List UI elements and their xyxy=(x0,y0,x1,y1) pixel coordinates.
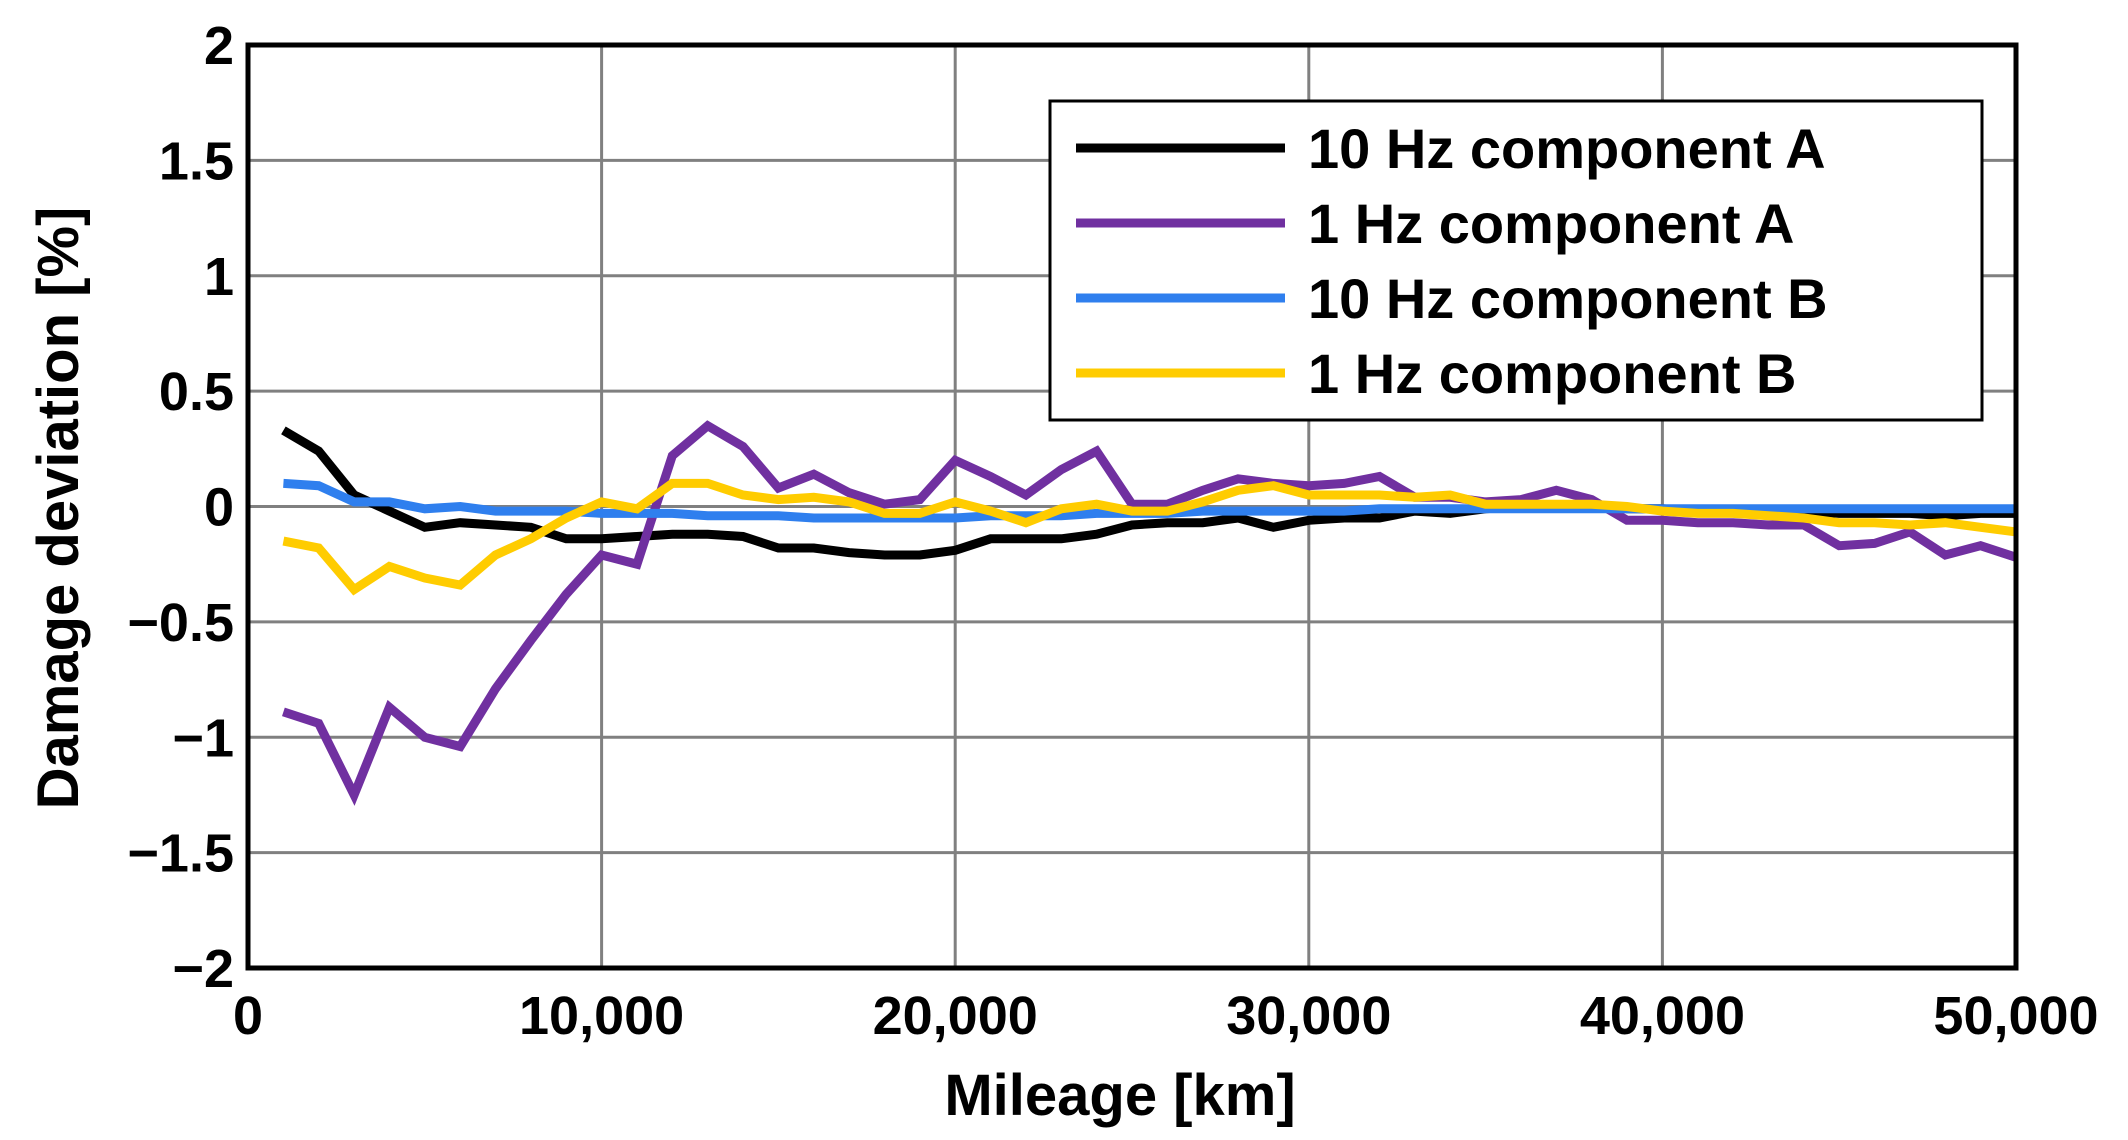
series-line-2 xyxy=(282,420,2018,806)
legend-label: 10 Hz component B xyxy=(1308,267,1828,330)
y-tick-label: 2 xyxy=(204,16,234,76)
y-tick-label: −2 xyxy=(172,939,234,999)
y-tick-labels: 2 1.5 1 0.5 0 −0.5 −1 −1.5 −2 xyxy=(127,16,234,999)
legend-label: 1 Hz component A xyxy=(1308,192,1794,255)
y-tick-label: 1.5 xyxy=(159,131,234,191)
x-tick-label: 30,000 xyxy=(1226,986,1391,1046)
plot-frame xyxy=(245,42,2019,971)
x-tick-label: 50,000 xyxy=(1933,986,2098,1046)
x-axis-title: Mileage [km] xyxy=(944,1063,1295,1128)
y-tick-label: −0.5 xyxy=(127,593,234,653)
series-lines xyxy=(281,420,2018,806)
y-tick-label: −1.5 xyxy=(127,824,234,884)
x-tick-label: 40,000 xyxy=(1580,986,1745,1046)
x-tick-labels: 0 10,000 20,000 30,000 40,000 50,000 xyxy=(233,986,2099,1046)
x-tick-label: 20,000 xyxy=(873,986,1038,1046)
legend-label: 10 Hz component A xyxy=(1308,117,1826,180)
y-tick-label: 1 xyxy=(204,247,234,307)
legend: 10 Hz component A 1 Hz component A 10 Hz c… xyxy=(1048,99,1984,422)
y-tick-label: −1 xyxy=(172,708,234,768)
x-tick-label: 10,000 xyxy=(519,986,684,1046)
legend-box xyxy=(1048,99,1984,422)
y-axis-title: Damage deviation [%] xyxy=(26,207,91,810)
y-tick-label: 0.5 xyxy=(159,362,234,422)
x-tick-label: 0 xyxy=(233,986,263,1046)
series-line-4 xyxy=(282,478,2017,596)
y-tick-label: 0 xyxy=(204,478,234,538)
legend-label: 1 Hz component B xyxy=(1308,342,1796,405)
